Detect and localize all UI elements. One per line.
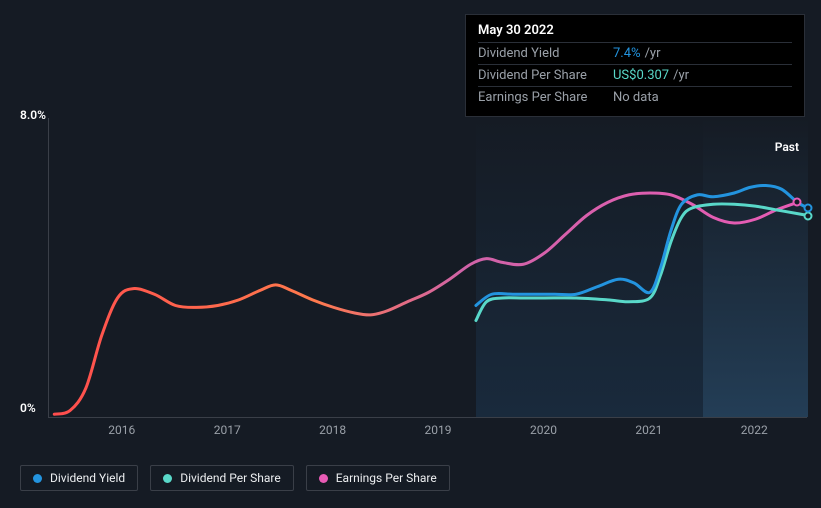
y-axis-max: 8.0% (20, 108, 46, 122)
legend-dot-icon (319, 474, 328, 483)
chart-container: 8.0% 0% Past 201620172018201920202021202… (20, 108, 807, 418)
legend-dot-icon (163, 474, 172, 483)
series-end-marker (804, 204, 813, 213)
legend-label: Earnings Per Share (336, 471, 437, 485)
legend-item[interactable]: Dividend Yield (20, 465, 138, 491)
tooltip-row-value: No data (613, 90, 659, 105)
x-axis-tick: 2017 (214, 423, 241, 437)
chart-legend: Dividend Yield Dividend Per Share Earnings… (20, 465, 450, 491)
x-axis-tick: 2019 (425, 423, 452, 437)
x-axis-tick: 2022 (741, 423, 768, 437)
tooltip-row: Dividend Yield7.4% /yr (478, 42, 792, 64)
tooltip-row: Dividend Per ShareUS$0.307/yr (478, 64, 792, 86)
legend-label: Dividend Yield (50, 471, 125, 485)
past-label: Past (775, 140, 799, 154)
x-axis-tick: 2016 (108, 423, 135, 437)
tooltip-row-label: Earnings Per Share (478, 90, 613, 105)
series-end-marker (793, 198, 802, 207)
y-axis-min: 0% (20, 401, 36, 415)
tooltip-row-suffix: /yr (645, 46, 661, 61)
tooltip-row-suffix: /yr (673, 68, 689, 83)
tooltip-date: May 30 2022 (478, 23, 792, 38)
tooltip-row-value: 7.4% (613, 46, 641, 61)
x-axis: 2016 2017 2018 2019 2020 2021 2022 (48, 423, 807, 443)
legend-label: Dividend Per Share (180, 471, 281, 485)
chart-tooltip: May 30 2022 Dividend Yield7.4%/yrDividen… (465, 14, 805, 117)
tooltip-row-value: US$0.307 (613, 68, 669, 83)
legend-dot-icon (33, 474, 42, 483)
legend-item[interactable]: Dividend Per Share (150, 465, 294, 491)
tooltip-row-label: Dividend Yield (478, 46, 613, 61)
legend-item[interactable]: Earnings Per Share (306, 465, 450, 491)
x-axis-tick: 2018 (319, 423, 346, 437)
x-axis-tick: 2021 (635, 423, 662, 437)
tooltip-row-label: Dividend Per Share (478, 68, 613, 83)
series-line (54, 193, 797, 414)
x-axis-tick: 2020 (530, 423, 557, 437)
series-line (476, 185, 808, 305)
chart-plot-area[interactable]: Past (48, 118, 807, 418)
tooltip-row: Earnings Per ShareNo data (478, 86, 792, 108)
